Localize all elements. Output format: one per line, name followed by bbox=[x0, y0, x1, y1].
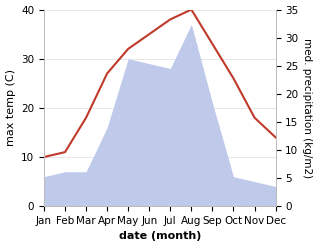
Y-axis label: max temp (C): max temp (C) bbox=[5, 69, 16, 146]
Y-axis label: med. precipitation (kg/m2): med. precipitation (kg/m2) bbox=[302, 38, 313, 178]
X-axis label: date (month): date (month) bbox=[119, 231, 201, 242]
